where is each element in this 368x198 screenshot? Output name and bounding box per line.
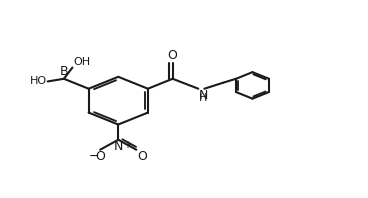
Text: N: N [114, 140, 123, 153]
Text: +: + [123, 140, 131, 150]
Text: O: O [95, 150, 105, 163]
Text: B: B [60, 65, 68, 78]
Text: N: N [199, 89, 208, 102]
Text: H: H [199, 93, 207, 103]
Text: HO: HO [30, 76, 47, 87]
Text: O: O [168, 49, 177, 62]
Text: OH: OH [73, 57, 90, 67]
Text: −: − [89, 150, 99, 163]
Text: O: O [137, 150, 147, 163]
